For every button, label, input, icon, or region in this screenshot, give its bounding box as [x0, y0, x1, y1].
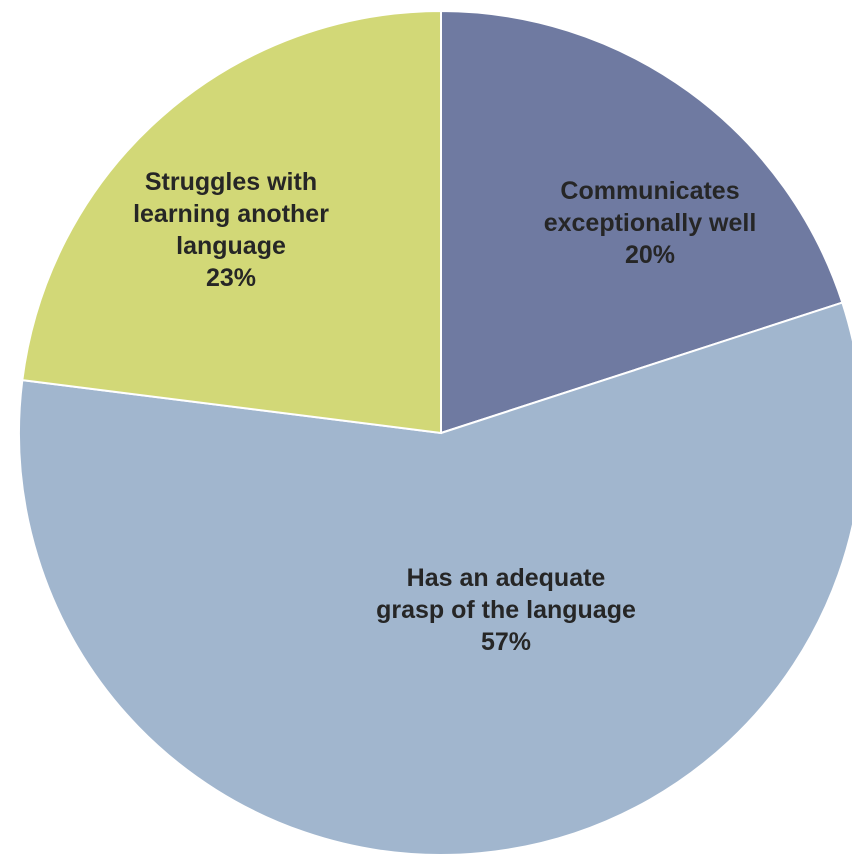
slice-label-line: exceptionally well: [544, 209, 757, 237]
slice-percent-label: 23%: [206, 264, 256, 292]
pie-slices: [18, 9, 852, 855]
slice-percent-label: 20%: [625, 241, 675, 269]
slice-label-line: Struggles with: [145, 168, 317, 196]
slice-label-line: learning another: [133, 200, 329, 228]
slice-percent-label: 57%: [481, 628, 531, 656]
pie-labels: Communicates exceptionally well 20% Has an …: [133, 168, 756, 656]
pie-slice-1: [440, 9, 844, 435]
slice-label-line: Has an adequate: [407, 564, 606, 592]
slice-label-2: Has an adequate grasp of the language 57%: [376, 564, 636, 656]
slice-label-1: Communicates exceptionally well 20%: [544, 177, 757, 269]
slice-label-line: grasp of the language: [376, 596, 636, 624]
slice-label-line: Communicates: [560, 177, 739, 205]
pie-slice-3: [21, 9, 442, 435]
slice-label-line: language: [176, 232, 286, 260]
slice-label-3: Struggles with learning another language 23…: [133, 168, 329, 292]
